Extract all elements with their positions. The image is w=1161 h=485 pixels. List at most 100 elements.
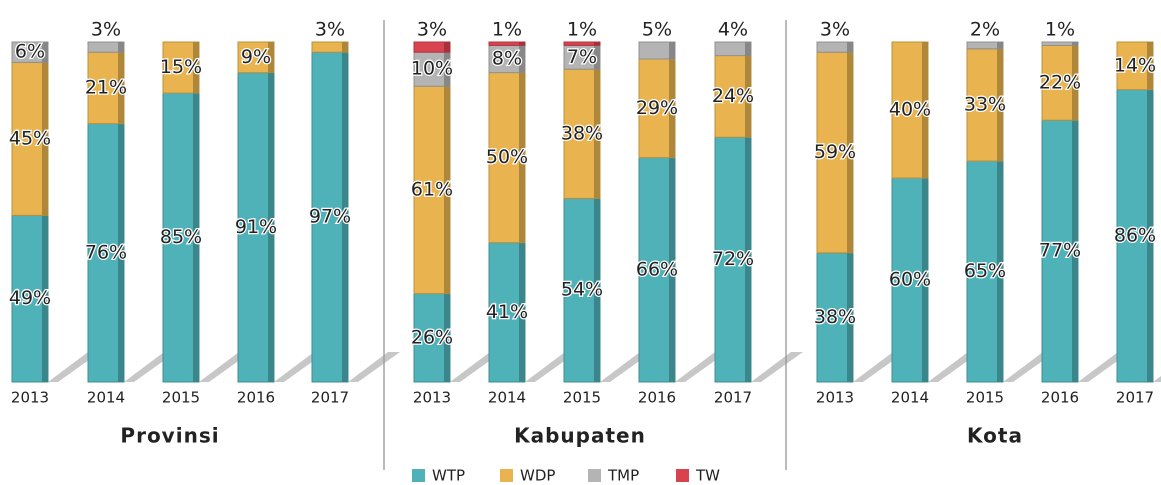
bar-shadow (348, 352, 400, 382)
bar-side (594, 42, 600, 46)
bar-side (745, 42, 751, 56)
data-label: 29% (636, 97, 678, 119)
data-label: 8% (492, 48, 522, 70)
bar-side (594, 198, 600, 382)
chart-title: Kota (967, 424, 1023, 448)
bar-side (118, 42, 124, 53)
data-label: 3% (417, 19, 447, 41)
bar-side (922, 178, 928, 382)
bar-side (1072, 45, 1078, 121)
bar-side (193, 42, 199, 93)
x-tick-label: 2013 (413, 389, 451, 407)
data-label: 3% (820, 19, 850, 41)
bar-side (42, 42, 48, 63)
data-label: 9% (241, 46, 271, 68)
bar-side (342, 52, 348, 382)
bar-side (997, 42, 1003, 49)
data-label: 54% (561, 279, 603, 301)
data-label: 2% (970, 19, 1000, 41)
x-tick-label: 2016 (237, 389, 275, 407)
bar-side (594, 45, 600, 70)
legend-swatch (676, 469, 689, 482)
bar-side (1147, 42, 1153, 90)
data-label: 45% (9, 127, 51, 149)
x-tick-label: 2014 (488, 389, 526, 407)
bar-side (745, 55, 751, 138)
bar-side (444, 86, 450, 294)
data-label: 85% (160, 226, 202, 248)
chart-title: Kabupaten (514, 424, 646, 448)
data-label: 59% (814, 141, 856, 163)
data-label: 61% (411, 178, 453, 200)
bar-side (519, 242, 525, 382)
legend-swatch (588, 469, 601, 482)
bar-side (42, 62, 48, 216)
legend-label: WDP (520, 467, 555, 485)
data-label: 4% (718, 19, 748, 41)
data-label: 65% (964, 260, 1006, 282)
bar-side (669, 157, 675, 382)
bar-side (997, 161, 1003, 382)
data-label: 6% (15, 41, 45, 63)
bar-side (745, 137, 751, 382)
bar-side (342, 42, 348, 53)
bar-side (268, 72, 274, 382)
bar-side (669, 42, 675, 59)
data-label: 22% (1039, 71, 1081, 93)
x-tick-label: 2013 (11, 389, 49, 407)
bar-shadow (751, 352, 803, 382)
bar-side (847, 42, 853, 53)
x-tick-label: 2016 (638, 389, 676, 407)
data-label: 60% (889, 269, 931, 291)
bar-side (594, 69, 600, 199)
data-label: 1% (1045, 19, 1075, 41)
data-label: 14% (1114, 54, 1156, 76)
data-label: 3% (91, 19, 121, 41)
data-label: 97% (309, 206, 351, 228)
data-label: 77% (1039, 240, 1081, 262)
data-label: 38% (814, 306, 856, 328)
data-label: 66% (636, 258, 678, 280)
x-tick-label: 2017 (311, 389, 349, 407)
chart-title: Provinsi (120, 424, 219, 448)
legend-label: TMP (607, 467, 639, 485)
bar-side (1072, 120, 1078, 382)
bar-side (118, 123, 124, 382)
data-label: 33% (964, 93, 1006, 115)
data-label: 10% (411, 58, 453, 80)
bar-side (847, 52, 853, 253)
data-label: 7% (567, 46, 597, 68)
legend-swatch (412, 469, 425, 482)
bar-side (997, 48, 1003, 161)
data-label: 76% (85, 241, 127, 263)
legend-swatch (500, 469, 513, 482)
data-label: 86% (1114, 224, 1156, 246)
bar-side (193, 93, 199, 382)
data-label: 3% (315, 19, 345, 41)
x-tick-label: 2014 (891, 389, 929, 407)
legend-label: WTP (432, 467, 465, 485)
bar-side (1072, 42, 1078, 46)
data-label: 1% (492, 19, 522, 41)
data-label: 50% (486, 146, 528, 168)
bar-side (268, 42, 274, 73)
x-tick-label: 2015 (162, 389, 200, 407)
data-label: 72% (712, 248, 754, 270)
bar-side (444, 52, 450, 87)
bar-side (444, 42, 450, 53)
data-label: 21% (85, 76, 127, 98)
data-label: 41% (486, 301, 528, 323)
x-tick-label: 2017 (714, 389, 752, 407)
bar-shadow (48, 352, 100, 382)
data-label: 40% (889, 99, 931, 121)
bar-side (1147, 89, 1153, 382)
x-tick-label: 2015 (563, 389, 601, 407)
bar-shadow (1153, 376, 1161, 382)
data-label: 1% (567, 19, 597, 41)
data-label: 91% (235, 216, 277, 238)
x-tick-label: 2017 (1116, 389, 1154, 407)
bar-side (669, 59, 675, 158)
bar-side (519, 45, 525, 73)
bar-side (519, 72, 525, 243)
